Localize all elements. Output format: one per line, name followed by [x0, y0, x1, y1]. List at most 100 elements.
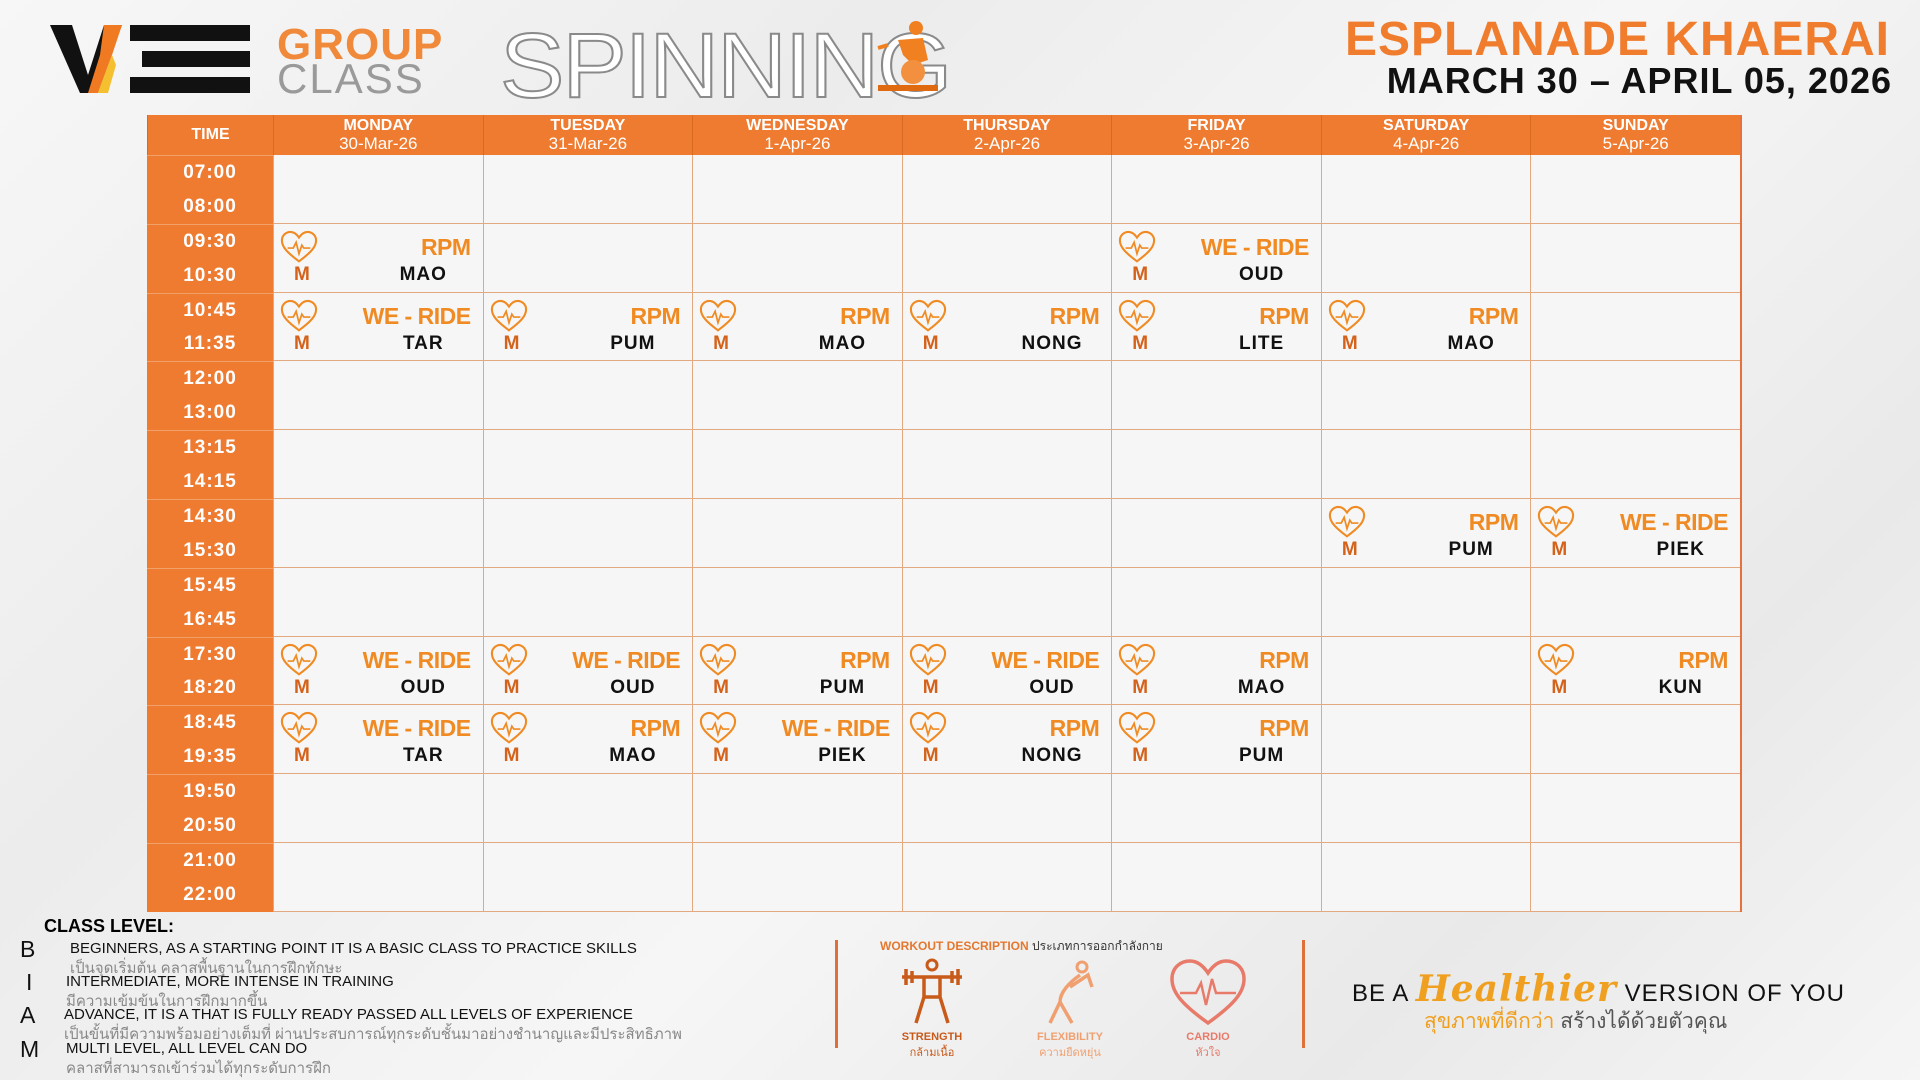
- schedule-cell[interactable]: WE - RIDE M OUD: [482, 636, 693, 706]
- class-level: M: [713, 332, 729, 354]
- workout-name-thai: ความยืดหยุ่น: [1039, 1047, 1101, 1059]
- end-time: 14:15: [183, 471, 237, 493]
- day-date: 1-Apr-26: [764, 134, 831, 153]
- heart-pulse-icon: [1328, 299, 1366, 333]
- schedule-cell[interactable]: RPM M LITE: [1111, 292, 1321, 362]
- heart-pulse-icon: [699, 299, 737, 333]
- heart-pulse-icon: [1118, 299, 1156, 333]
- end-time: 11:35: [183, 333, 237, 355]
- trainer-name: OUD: [1238, 263, 1285, 285]
- day-header: MONDAY 30-Mar-26: [273, 115, 483, 155]
- class-name: RPM: [1468, 302, 1519, 329]
- start-time: 21:00: [183, 849, 237, 871]
- trainer-name: MAO: [609, 745, 657, 767]
- schedule-cell[interactable]: WE - RIDE M TAR: [273, 292, 483, 362]
- weightlifter-icon: [902, 958, 962, 1024]
- slogan-thai: สุขภาพที่ดีกว่า สร้างได้ด้วยตัวคุณ: [1424, 1005, 1727, 1038]
- time-cell: 17:30 18:20: [147, 636, 273, 706]
- schedule-cell: [482, 567, 693, 637]
- class-name: RPM: [630, 715, 681, 742]
- day-name: TUESDAY: [550, 117, 626, 134]
- level-description: BEGINNERS, AS A STARTING POINT IT IS A B…: [70, 940, 637, 957]
- slogan-post: VERSION OF YOU: [1624, 980, 1845, 1007]
- end-time: 18:20: [183, 677, 237, 699]
- trainer-name: MAO: [1237, 676, 1286, 698]
- schedule-cell[interactable]: RPM M PUM: [692, 636, 902, 706]
- level-letter: I: [26, 969, 33, 995]
- class-name: WE - RIDE: [1620, 508, 1728, 535]
- workout-name: CARDIO: [1186, 1031, 1230, 1043]
- group-text: GROUP: [277, 20, 444, 69]
- stretch-icon: [1048, 960, 1094, 1024]
- day-header: FRIDAY 3-Apr-26: [1111, 115, 1321, 155]
- schedule-cell[interactable]: RPM M MAO: [692, 292, 902, 362]
- time-cell: 15:45 16:45: [147, 567, 273, 637]
- schedule-cell[interactable]: WE - RIDE M TAR: [273, 705, 483, 775]
- schedule-cell: [1111, 842, 1321, 912]
- end-time: 13:00: [183, 402, 237, 424]
- schedule-cell: [1320, 636, 1531, 706]
- schedule-cell[interactable]: RPM M MAO: [1111, 636, 1321, 706]
- heart-pulse-icon: [280, 643, 318, 677]
- cyclist-icon: [877, 21, 938, 91]
- level-description-thai: คลาสที่สามารถเข้าร่วมได้ทุกระดับการฝึก: [66, 1060, 331, 1077]
- schedule-cell[interactable]: RPM M NONG: [901, 292, 1112, 362]
- class-level: M: [294, 263, 310, 285]
- schedule-cell: [482, 498, 693, 568]
- start-time: 10:45: [183, 299, 237, 321]
- schedule-cell[interactable]: RPM M PUM: [482, 292, 693, 362]
- trainer-name: KUN: [1658, 676, 1703, 698]
- trainer-name: OUD: [1029, 676, 1075, 698]
- day-date: 2-Apr-26: [973, 134, 1041, 153]
- time-cell: 21:00 22:00: [147, 842, 273, 912]
- schedule-cell[interactable]: RPM M PUM: [1320, 498, 1531, 568]
- class-name: RPM: [840, 302, 890, 329]
- schedule-cell: [1320, 567, 1531, 637]
- trainer-name: PIEK: [818, 745, 867, 767]
- schedule-cell[interactable]: WE - RIDE M PIEK: [692, 705, 902, 775]
- heart-pulse-icon: [1118, 643, 1156, 677]
- schedule-cell: [482, 430, 693, 499]
- time-cell: 14:30 15:30: [147, 498, 273, 568]
- schedule-cell[interactable]: RPM M MAO: [273, 223, 483, 293]
- schedule-cell[interactable]: RPM M KUN: [1530, 636, 1740, 706]
- schedule-cell: [901, 774, 1112, 843]
- slogan-thai-rest: สร้างได้ด้วยตัวคุณ: [1560, 1010, 1728, 1033]
- day-header: WEDNESDAY 1-Apr-26: [692, 115, 902, 155]
- schedule-cell: [692, 361, 902, 431]
- schedule-cell: [1530, 361, 1740, 431]
- schedule-cell[interactable]: RPM M NONG: [901, 705, 1112, 775]
- class-level: M: [1551, 676, 1568, 698]
- class-name: WE - RIDE: [991, 646, 1100, 673]
- time-cell: 19:50 20:50: [147, 774, 273, 843]
- start-time: 19:50: [183, 781, 237, 803]
- heart-pulse-icon: [280, 299, 318, 333]
- schedule-cell: [1111, 430, 1321, 499]
- end-time: 20:50: [183, 815, 237, 836]
- schedule-cell[interactable]: WE - RIDE M OUD: [1111, 223, 1321, 293]
- schedule-cell: [273, 567, 483, 637]
- schedule-cell[interactable]: WE - RIDE M PIEK: [1530, 498, 1740, 568]
- schedule-cell[interactable]: WE - RIDE M OUD: [273, 636, 483, 706]
- time-cell: 10:45 11:35: [147, 292, 273, 362]
- we-logo: [50, 25, 250, 93]
- schedule-cell[interactable]: RPM M MAO: [482, 705, 693, 775]
- class-level: M: [922, 745, 939, 767]
- schedule-cell: [901, 361, 1112, 431]
- schedule-cell[interactable]: WE - RIDE M OUD: [901, 636, 1112, 706]
- workout-name-thai: กล้ามเนื้อ: [909, 1047, 955, 1059]
- schedule-cell[interactable]: RPM M MAO: [1320, 292, 1531, 362]
- schedule-cell: [692, 498, 902, 568]
- class-level: M: [1341, 538, 1358, 560]
- schedule-cell: [1530, 842, 1740, 912]
- start-time: 07:00: [183, 161, 237, 183]
- day-name: MONDAY: [343, 117, 414, 134]
- schedule-cell: [1530, 705, 1740, 775]
- class-name: WE - RIDE: [781, 715, 890, 742]
- heart-pulse-icon: [280, 230, 318, 264]
- time-header: TIME: [147, 115, 273, 155]
- heart-pulse-icon: [699, 643, 737, 677]
- heart-pulse-icon: [909, 711, 947, 745]
- schedule-cell[interactable]: RPM M PUM: [1111, 705, 1321, 775]
- class-level: M: [1132, 263, 1149, 285]
